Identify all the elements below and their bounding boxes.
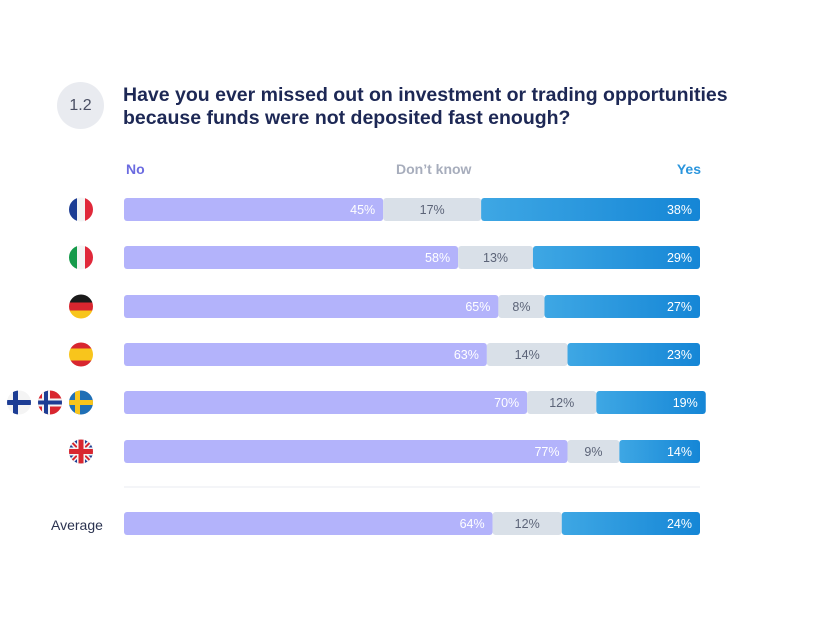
- bar-dont-know-label: 17%: [420, 203, 445, 217]
- bar-no: [124, 440, 568, 463]
- bar-no-label: 63%: [454, 348, 479, 362]
- bar-yes: [481, 198, 700, 221]
- bar-dont-know-label: 12%: [549, 396, 574, 410]
- question-number-badge: 1.2: [57, 82, 104, 129]
- flag-de-icon: [69, 294, 93, 319]
- legend-dont-know: Don’t know: [396, 161, 472, 177]
- bar-no-label: 58%: [425, 251, 450, 265]
- bar-no: [124, 295, 499, 318]
- bar-dont-know: [498, 295, 545, 318]
- bar-dont-know-label: 13%: [483, 251, 508, 265]
- legend-no: No: [126, 161, 145, 177]
- bar-yes: [532, 246, 700, 269]
- bar-no: [124, 198, 384, 221]
- bar-no-label: 65%: [465, 300, 490, 314]
- bar-row-united-kingdom: 77% 9% 14%: [124, 440, 700, 463]
- flag-fi-icon: [7, 390, 31, 415]
- bar-yes-label: 29%: [667, 251, 692, 265]
- bar-yes: [544, 295, 700, 318]
- legend-yes: Yes: [676, 161, 701, 177]
- bar-no: [124, 246, 459, 269]
- bar-no: [124, 391, 528, 414]
- bar-no: [124, 512, 493, 535]
- bar-yes-label: 27%: [667, 300, 692, 314]
- bar-row-germany: 65% 8% 27%: [124, 295, 700, 318]
- bar-yes: [619, 440, 700, 463]
- bar-no-label: 77%: [534, 445, 559, 459]
- bar-yes-label: 14%: [667, 445, 692, 459]
- bar-yes-label: 24%: [667, 517, 692, 531]
- bar-row-spain: 63% 14% 23%: [124, 343, 700, 366]
- flag-it-icon: [69, 245, 93, 270]
- bar-row-finland-norway-sweden: 70% 12% 19%: [124, 391, 706, 414]
- bar-dont-know: [486, 343, 568, 366]
- bar-row-italy: 58% 13% 29%: [124, 246, 700, 269]
- bar-yes: [567, 343, 700, 366]
- bar-row-average: 64% 12% 24%: [124, 512, 700, 535]
- flag-gb-icon: [69, 439, 93, 464]
- bar-dont-know-label: 12%: [515, 517, 540, 531]
- question-title: Have you ever missed out on investment o…: [123, 84, 728, 129]
- bar-dont-know-label: 9%: [584, 445, 602, 459]
- bar-row-france: 45% 17% 38%: [124, 198, 700, 221]
- bar-no-label: 64%: [460, 517, 485, 531]
- flag-fr-icon: [69, 197, 93, 222]
- bar-no-label: 70%: [494, 396, 519, 410]
- bar-no-label: 45%: [350, 203, 375, 217]
- bar-dont-know-label: 14%: [515, 348, 540, 362]
- bar-dont-know-label: 8%: [512, 300, 530, 314]
- bar-dont-know: [492, 512, 562, 535]
- bar-yes-label: 23%: [667, 348, 692, 362]
- flag-es-icon: [69, 342, 93, 367]
- bar-yes-label: 19%: [673, 396, 698, 410]
- average-label: Average: [51, 517, 103, 533]
- flag-se-icon: [69, 390, 93, 415]
- bar-yes-label: 38%: [667, 203, 692, 217]
- bar-yes: [561, 512, 700, 535]
- bar-dont-know: [458, 246, 533, 269]
- bar-yes: [596, 391, 706, 414]
- bar-dont-know: [383, 198, 482, 221]
- flag-no-icon: [38, 390, 62, 415]
- bar-no: [124, 343, 487, 366]
- bar-dont-know: [527, 391, 597, 414]
- bar-dont-know: [567, 440, 620, 463]
